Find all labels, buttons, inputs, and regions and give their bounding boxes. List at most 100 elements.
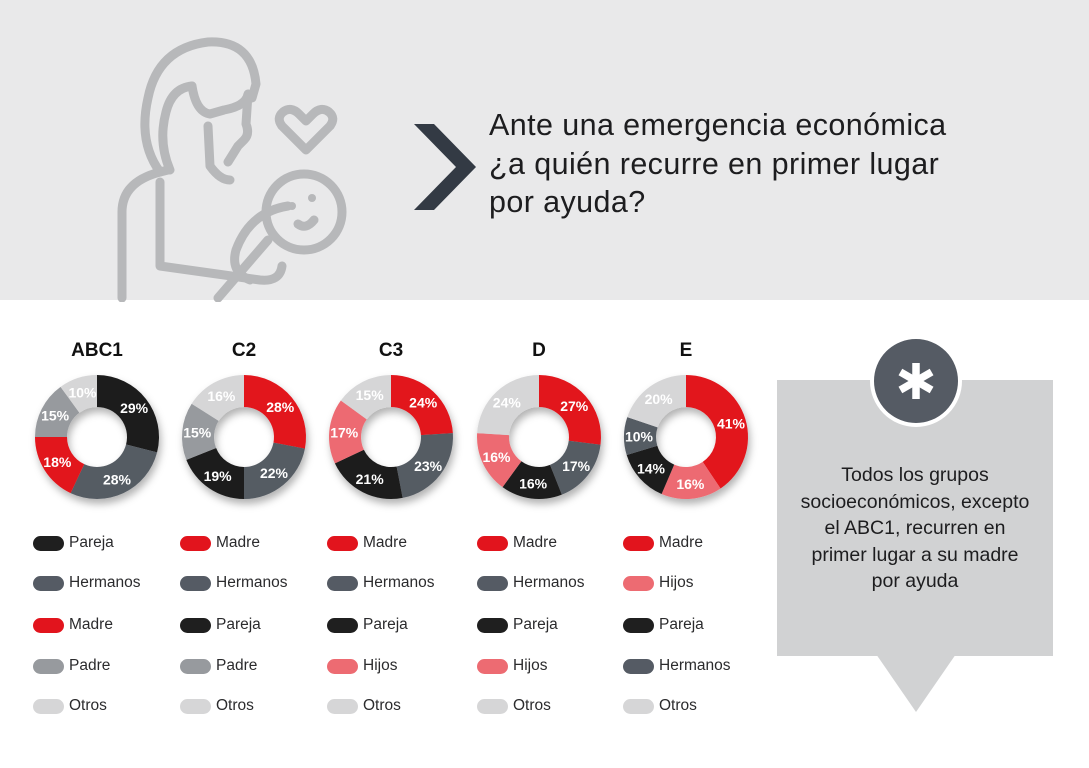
slice-label: 21% <box>356 471 385 487</box>
legend-label: Hijos <box>513 657 548 674</box>
legend-item: Otros <box>180 696 254 716</box>
pie-slice <box>626 445 675 494</box>
slice-label: 22% <box>260 465 289 481</box>
legend-item: Madre <box>477 533 557 553</box>
legend-label: Pareja <box>659 616 704 633</box>
legend-label: Hermanos <box>513 574 585 591</box>
slice-labels: 41% 16% 14% 10% 20% <box>625 391 746 492</box>
legend-swatch <box>33 698 64 714</box>
legend-label: Padre <box>216 657 258 674</box>
legend-swatch <box>477 658 508 674</box>
legend-label: Hermanos <box>659 657 731 674</box>
pie-slice <box>182 403 219 460</box>
callout-line: Todos los grupos <box>841 464 989 486</box>
chart-title: D <box>532 340 546 361</box>
pie-slice <box>97 375 159 453</box>
legend-label: Madre <box>363 534 407 551</box>
pie-slice <box>35 386 80 437</box>
pie-slice <box>244 375 306 449</box>
legend-label: Otros <box>69 697 107 714</box>
legend-label: Pareja <box>513 616 558 633</box>
legend-label: Pareja <box>216 616 261 633</box>
legend-swatch <box>180 535 211 551</box>
pie-slice <box>191 375 244 421</box>
slice-label: 16% <box>482 449 511 465</box>
slice-label: 24% <box>493 395 522 411</box>
pie-slice <box>661 461 721 499</box>
legend-swatch <box>477 575 508 591</box>
legend-item: Madre <box>327 533 407 553</box>
asterisk-icon <box>898 363 934 399</box>
legend-label: Otros <box>513 697 551 714</box>
slice-label: 29% <box>120 400 149 416</box>
donut-charts: ABC1 29% 28% 18% 15% 10% C2 28% 22% 19% 15% 16% C3 24… <box>35 340 749 499</box>
slice-label: 15% <box>356 387 385 403</box>
legend-label: Hijos <box>659 574 694 591</box>
slice-label: 41% <box>717 415 746 431</box>
slice-label: 28% <box>266 399 295 415</box>
slice-label: 16% <box>519 476 548 492</box>
slice-label: 24% <box>409 395 438 411</box>
legend-label: Hermanos <box>216 574 288 591</box>
chart-title: C3 <box>379 340 403 361</box>
legend-swatch <box>327 698 358 714</box>
pie-slice <box>35 437 85 494</box>
legend-label: Madre <box>216 534 260 551</box>
legend-item: Madre <box>33 615 113 635</box>
legend-item: Padre <box>180 656 257 676</box>
legend-item: Pareja <box>477 615 558 635</box>
slice-label: 23% <box>414 458 443 474</box>
pie-slice <box>396 433 453 498</box>
legend-label: Pareja <box>363 616 408 633</box>
slice-label: 15% <box>183 425 212 441</box>
legend-item: Madre <box>623 533 703 553</box>
pie-slice <box>627 375 686 428</box>
survey-question: Ante una emergencia económica ¿a quién r… <box>489 106 1009 222</box>
legend-swatch <box>327 617 358 633</box>
slice-label: 19% <box>204 468 233 484</box>
slice-label: 27% <box>560 398 589 414</box>
legend-swatch <box>623 535 654 551</box>
pie-slice <box>329 400 367 464</box>
legend-swatch <box>477 535 508 551</box>
legend-swatch <box>33 575 64 591</box>
donut-ring <box>624 375 749 499</box>
legend-item: Hijos <box>327 656 397 676</box>
legend-item: Otros <box>623 696 697 716</box>
slice-label: 14% <box>637 460 666 476</box>
legend-item: Hermanos <box>33 573 141 593</box>
legend-label: Hermanos <box>363 574 435 591</box>
question-line: por ayuda? <box>489 185 646 219</box>
legend-swatch <box>180 575 211 591</box>
legend-item: Otros <box>477 696 551 716</box>
asterisk-badge <box>870 335 962 427</box>
slice-labels: 29% 28% 18% 15% 10% <box>41 384 149 487</box>
legend-swatch <box>623 617 654 633</box>
donut-chart: C2 28% 22% 19% 15% 16% <box>182 340 306 499</box>
legend-item: Pareja <box>327 615 408 635</box>
pie-slice <box>60 375 97 413</box>
heart-icon <box>274 104 338 155</box>
legend-swatch <box>623 575 654 591</box>
legend-label: Otros <box>363 697 401 714</box>
legend-item: Pareja <box>33 533 114 553</box>
callout-line: el ABC1, recurren en <box>824 517 1006 539</box>
slice-label: 17% <box>562 458 591 474</box>
legend-item: Pareja <box>623 615 704 635</box>
legend-swatch <box>477 617 508 633</box>
legend-label: Hijos <box>363 657 398 674</box>
chart-title: C2 <box>232 340 256 361</box>
pie-slice <box>340 375 391 420</box>
slice-labels: 24% 23% 21% 17% 15% <box>330 387 443 487</box>
pie-slice <box>391 375 453 436</box>
donut-chart: E 41% 16% 14% 10% 20% <box>624 340 749 499</box>
legend-swatch <box>623 698 654 714</box>
slice-label: 28% <box>103 472 132 488</box>
question-line: Ante una emergencia económica <box>489 108 947 142</box>
legend-label: Hermanos <box>69 574 141 591</box>
slice-labels: 27% 17% 16% 16% 24% <box>482 395 590 492</box>
pie-slice <box>70 444 158 499</box>
slice-label: 16% <box>207 388 236 404</box>
pie-slice <box>502 461 562 499</box>
legend-swatch <box>33 535 64 551</box>
